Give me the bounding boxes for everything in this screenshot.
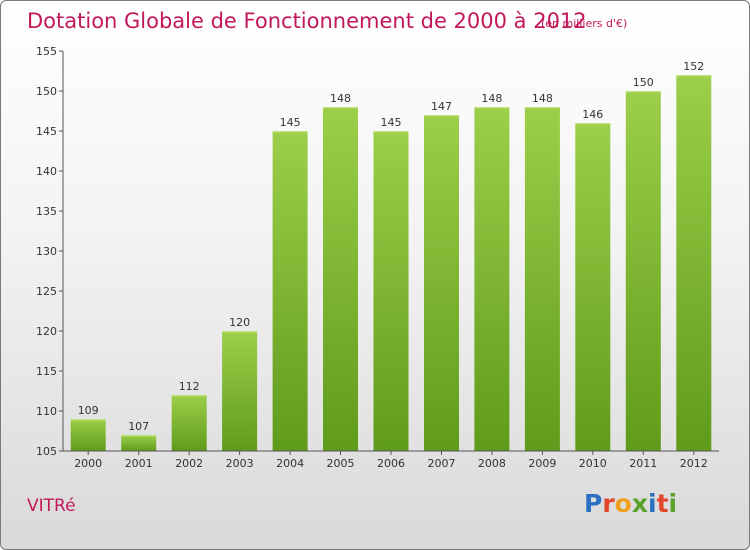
bar-top-edge [121,435,157,437]
y-tick-label: 150 [36,85,57,98]
x-tick-label: 2007 [428,457,456,470]
logo-letter: t [656,489,669,518]
bar [222,331,258,451]
bar-top-edge [424,115,459,117]
bar [70,419,106,451]
bar-top-edge [171,395,207,397]
bar [424,115,459,451]
bar [575,123,611,451]
x-tick-label: 2000 [74,457,102,470]
x-tick-label: 2003 [226,457,254,470]
data-label: 150 [633,76,654,89]
y-tick-label: 105 [36,445,57,458]
x-tick-label: 2001 [125,457,153,470]
data-label: 109 [78,404,99,417]
logo-letter: i [668,489,678,518]
x-tick-label: 2009 [528,457,556,470]
bar-top-edge [575,123,611,125]
bar [171,395,207,451]
data-label: 147 [431,100,452,113]
bar-top-edge [676,75,712,77]
x-tick-label: 2010 [579,457,607,470]
x-tick-label: 2012 [680,457,708,470]
y-tick-label: 120 [36,325,57,338]
bar-top-edge [323,107,358,109]
bar-top-edge [272,131,308,133]
logo-letter: o [614,489,632,518]
bar [373,131,409,451]
data-label: 148 [481,92,502,105]
x-tick-label: 2004 [276,457,304,470]
bar [323,107,358,451]
bar [625,91,661,451]
y-tick-label: 130 [36,245,57,258]
chart-subtitle: (en milliers d'€) [541,17,628,30]
bar-top-edge [70,419,106,421]
bar-top-edge [373,131,409,133]
data-label: 145 [280,116,301,129]
logo-letter: x [631,489,648,518]
y-tick-label: 155 [36,45,57,58]
bar-top-edge [625,91,661,93]
x-tick-label: 2005 [327,457,355,470]
logo-letter: i [648,489,657,518]
y-tick-label: 135 [36,205,57,218]
bar [474,107,510,451]
y-tick-label: 115 [36,365,57,378]
logo-letter: P [584,489,603,518]
data-label: 112 [179,380,200,393]
bar-top-edge [524,107,560,109]
y-tick-label: 145 [36,125,57,138]
bar [272,131,308,451]
data-label: 145 [381,116,402,129]
y-tick-label: 110 [36,405,57,418]
data-label: 148 [532,92,553,105]
x-tick-label: 2002 [175,457,203,470]
y-tick-label: 125 [36,285,57,298]
bar [121,435,157,451]
data-label: 152 [683,60,704,73]
bar-top-edge [222,331,258,333]
x-tick-label: 2011 [629,457,657,470]
chart-title: Dotation Globale de Fonctionnement de 20… [27,9,587,33]
x-tick-label: 2006 [377,457,405,470]
proxiti-logo[interactable]: Proxiti [584,489,677,518]
bar [676,75,712,451]
commune-name: VITRé [27,496,76,516]
x-tick-label: 2008 [478,457,506,470]
bar [524,107,560,451]
bar-top-edge [474,107,510,109]
data-label: 107 [128,420,149,433]
data-label: 146 [582,108,603,121]
data-label: 120 [229,316,250,329]
logo-letter: r [602,489,615,518]
data-label: 148 [330,92,351,105]
y-tick-label: 140 [36,165,57,178]
